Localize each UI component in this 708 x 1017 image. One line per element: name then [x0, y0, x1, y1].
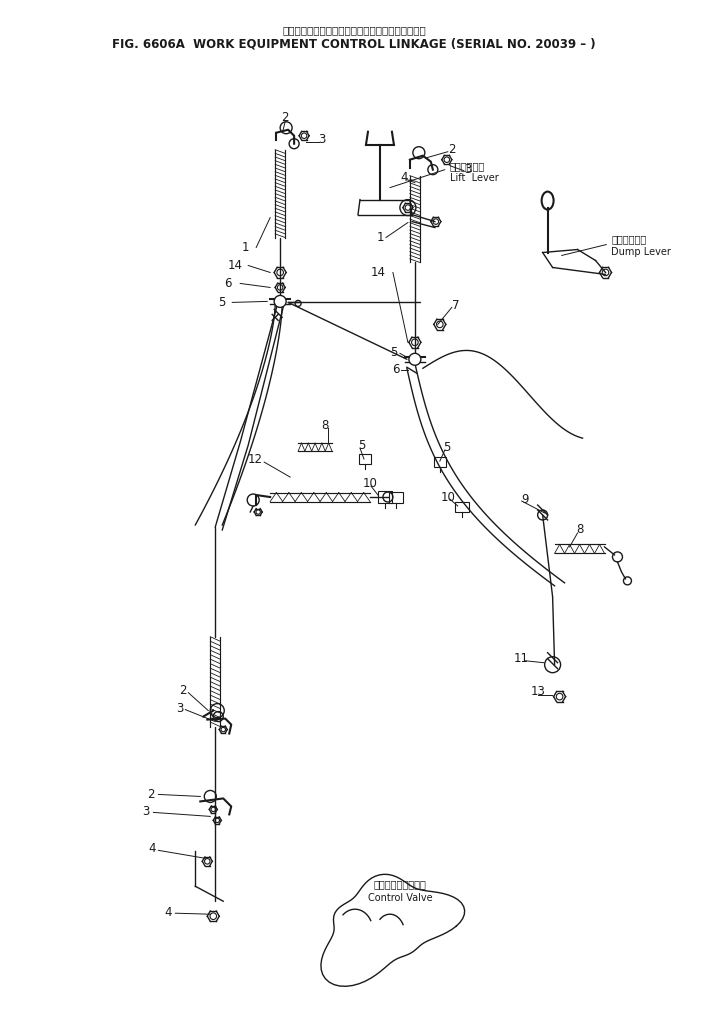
Text: 2: 2	[180, 684, 187, 697]
Text: 4: 4	[165, 906, 172, 918]
Text: 8: 8	[576, 524, 583, 536]
Text: 13: 13	[530, 685, 545, 698]
Text: 2: 2	[448, 143, 455, 157]
Text: 5: 5	[443, 440, 450, 454]
Text: 5: 5	[358, 438, 365, 452]
Text: Lift  Lever: Lift Lever	[450, 173, 498, 183]
Text: 5: 5	[390, 346, 398, 359]
Text: 6: 6	[224, 277, 232, 290]
Text: 4: 4	[400, 171, 408, 184]
Bar	[359, 455, 371, 464]
Text: 2: 2	[147, 788, 154, 801]
Bar	[389, 491, 403, 502]
Bar	[455, 501, 469, 513]
Ellipse shape	[542, 191, 554, 210]
Text: 5: 5	[219, 296, 226, 309]
Text: 6: 6	[392, 363, 400, 375]
Text: 10: 10	[362, 477, 377, 489]
Text: 1: 1	[241, 241, 249, 254]
Text: 3: 3	[319, 133, 326, 146]
Text: 作　業　機　　コントロールリンケージ　適用号機: 作 業 機 コントロールリンケージ 適用号機	[282, 25, 426, 35]
Text: FIG. 6606A  WORK EQUIPMENT CONTROL LINKAGE (SERIAL NO. 20039 – ): FIG. 6606A WORK EQUIPMENT CONTROL LINKAG…	[112, 38, 596, 51]
Circle shape	[274, 295, 286, 307]
Text: 1: 1	[376, 231, 384, 244]
Text: 9: 9	[521, 492, 528, 505]
Text: 11: 11	[514, 652, 529, 665]
Text: 3: 3	[177, 702, 184, 715]
Text: 3: 3	[142, 804, 149, 818]
Text: 2: 2	[281, 111, 289, 124]
Text: Dump Lever: Dump Lever	[612, 246, 671, 256]
Bar	[434, 457, 446, 467]
Bar	[378, 491, 392, 503]
Text: 14: 14	[228, 259, 243, 272]
Circle shape	[409, 353, 421, 365]
Text: コントロールバルブ: コントロールバルブ	[374, 880, 426, 889]
Text: 7: 7	[452, 299, 459, 312]
Text: 8: 8	[321, 419, 329, 431]
Text: 3: 3	[464, 163, 472, 176]
Text: 12: 12	[248, 453, 263, 466]
Text: 4: 4	[149, 842, 156, 855]
Text: Control Valve: Control Valve	[367, 893, 432, 903]
Text: 14: 14	[370, 266, 385, 279]
Text: ダンプレバー: ダンプレバー	[612, 235, 646, 244]
Text: 10: 10	[440, 490, 455, 503]
Text: リフトレバー: リフトレバー	[450, 161, 485, 171]
